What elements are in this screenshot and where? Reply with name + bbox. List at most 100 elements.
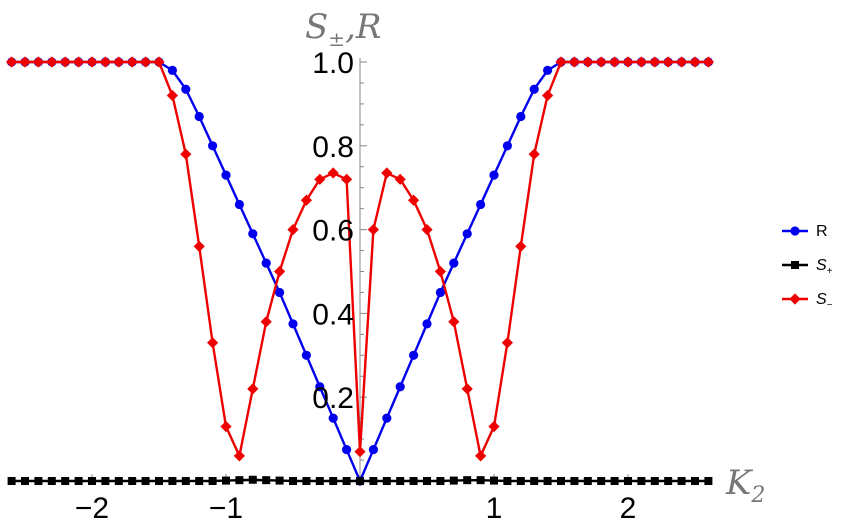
data-point <box>435 287 445 298</box>
data-point <box>315 382 325 392</box>
data-point <box>101 477 110 485</box>
data-point <box>529 84 539 94</box>
data-point <box>140 56 152 68</box>
data-point <box>637 477 646 485</box>
y-tick-label: 0.2 <box>312 382 354 415</box>
data-point <box>247 383 259 395</box>
data-point <box>275 476 284 485</box>
data-point <box>676 56 688 68</box>
data-point <box>195 477 204 485</box>
data-point <box>635 56 647 68</box>
y-axis-title-rest: ,R <box>345 7 381 47</box>
y-tick-label: 0.4 <box>312 298 354 331</box>
data-point <box>501 337 513 349</box>
data-point <box>476 199 486 210</box>
data-point <box>288 319 298 329</box>
data-point <box>34 477 43 485</box>
data-point <box>409 477 418 485</box>
data-point <box>449 476 458 485</box>
legend-marker <box>790 226 800 236</box>
y-tick-label: 1.0 <box>312 47 354 80</box>
data-point <box>462 229 472 239</box>
data-point <box>662 56 674 68</box>
data-point <box>664 477 673 485</box>
data-point <box>248 475 257 484</box>
data-point <box>624 477 632 485</box>
data-point <box>301 350 311 360</box>
legend-marker <box>789 293 801 305</box>
data-point <box>114 477 123 485</box>
x-tick-label: 2 <box>620 492 637 525</box>
data-point <box>275 287 285 298</box>
data-point <box>342 477 351 485</box>
data-point <box>168 477 177 485</box>
legend-label: R <box>816 223 828 240</box>
data-point <box>381 167 393 179</box>
data-point <box>74 477 83 485</box>
data-point <box>528 148 540 160</box>
data-point <box>490 476 498 485</box>
data-point <box>597 477 606 485</box>
data-point <box>396 477 405 485</box>
data-point <box>302 477 311 485</box>
data-point <box>181 477 190 485</box>
minor-ticks <box>11 61 709 481</box>
data-point <box>59 56 71 68</box>
data-point <box>126 56 138 68</box>
legend-marker <box>791 261 799 269</box>
data-point <box>99 56 111 68</box>
data-point <box>622 56 634 68</box>
data-point <box>677 477 686 485</box>
data-point <box>327 167 339 179</box>
data-point <box>220 420 232 433</box>
series-layer <box>6 56 714 486</box>
y-axis-title: S±,R <box>305 7 381 51</box>
legend-label: S− <box>816 291 833 311</box>
data-point <box>341 173 353 185</box>
data-point <box>367 224 379 236</box>
data-point <box>691 477 699 485</box>
data-point <box>221 170 231 180</box>
data-point <box>248 229 258 239</box>
data-point <box>650 477 659 485</box>
data-point <box>461 383 473 395</box>
data-point <box>516 477 525 485</box>
data-point <box>21 477 29 485</box>
data-point <box>582 56 594 68</box>
data-point <box>503 477 512 485</box>
data-point <box>234 199 244 210</box>
data-point <box>568 56 580 68</box>
data-point <box>287 224 299 236</box>
data-point <box>422 319 432 329</box>
data-point <box>555 56 567 68</box>
y-axis-title-subscript: ± <box>328 27 345 51</box>
data-point <box>395 382 405 392</box>
data-point <box>502 141 512 151</box>
y-tick-label: 0.8 <box>312 131 354 164</box>
data-point <box>274 265 286 278</box>
data-point <box>315 477 324 485</box>
x-tick-label: −1 <box>209 492 243 525</box>
data-point <box>610 477 619 485</box>
data-point <box>570 477 579 485</box>
data-point <box>609 56 621 68</box>
data-point <box>689 56 701 68</box>
data-point <box>436 477 445 485</box>
data-point <box>356 477 364 485</box>
data-point <box>141 477 150 485</box>
data-point <box>515 240 527 252</box>
series-2 <box>6 56 714 462</box>
data-point <box>368 444 378 455</box>
data-point <box>261 258 271 268</box>
data-point <box>194 111 204 122</box>
data-point <box>32 56 44 68</box>
x-tick-label: −2 <box>75 492 109 525</box>
data-point <box>300 194 312 206</box>
data-point <box>463 476 472 485</box>
data-point <box>7 477 16 485</box>
data-point <box>47 477 56 485</box>
data-point <box>208 477 217 485</box>
data-point <box>704 477 713 485</box>
data-point <box>449 258 459 268</box>
